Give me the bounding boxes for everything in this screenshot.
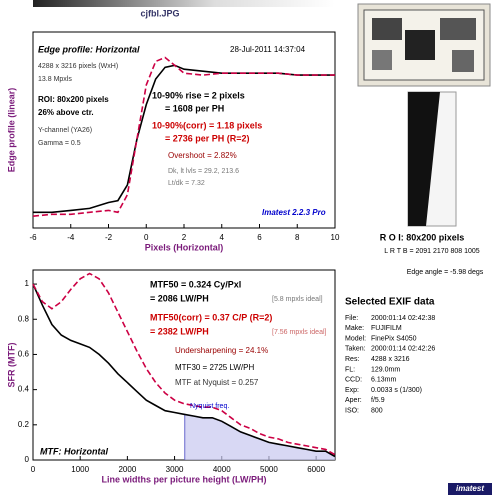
x-tick-label: 0 [144, 233, 149, 242]
x-tick-label: 1000 [71, 465, 89, 474]
x-tick-label: -2 [105, 233, 113, 242]
x-axis-label: Pixels (Horizontal) [145, 242, 224, 252]
annotation: Nyquist freq. [190, 403, 229, 410]
series-line [32, 56, 335, 217]
x-axis-label: Line widths per picture height (LW/PH) [101, 474, 266, 484]
logo-box [448, 483, 492, 495]
x-tick-label: 6 [257, 233, 262, 242]
x-tick-label: -6 [29, 233, 37, 242]
annotation: 28-Jul-2011 14:37:04 [230, 45, 306, 54]
exif-title: Selected EXIF data [345, 297, 435, 308]
plot-frame [32, 31, 336, 229]
y-axis-label: SFR (MTF) [6, 343, 16, 388]
exif-value: 2000:01:14 02:42:26 [371, 346, 435, 353]
annotation: Undersharpening = 24.1% [175, 346, 268, 355]
x-tick-label: 6000 [307, 465, 325, 474]
series-line [32, 283, 336, 458]
series-line [32, 272, 336, 456]
exif-key: File: [345, 315, 358, 322]
exif-value: 800 [371, 408, 383, 415]
title: cjfbl.JPG [140, 8, 179, 18]
annotation: = 2736 per PH (R=2) [165, 133, 250, 143]
annotation: MTF50 = 0.324 Cy/Pxl [150, 279, 241, 289]
annotation: 10-90% rise = 2 pixels [152, 90, 245, 100]
exif-value: 129.0mm [371, 366, 400, 373]
annotation: 26% above ctr. [38, 108, 94, 117]
exif-key: Res: [345, 356, 359, 363]
logo: imatest [456, 484, 484, 493]
annotation: Y-channel (YA26) [38, 127, 92, 134]
x-tick-label: 0 [31, 465, 36, 474]
exif-value: FUJIFILM [371, 325, 402, 332]
exif-key: Aper: [345, 397, 362, 404]
x-tick-label: 4000 [213, 465, 231, 474]
annotation: [5.8 mpxls ideal] [272, 296, 323, 303]
exif-value: f/5.9 [371, 397, 385, 404]
edge-crop [407, 91, 457, 227]
annotation: = 1608 per PH [165, 103, 224, 113]
annotation: Imatest 2.2.3 Pro [262, 208, 326, 217]
y-tick-label: 0 [25, 455, 30, 464]
annotation: = 2086 LW/PH [150, 293, 209, 303]
annotation: Lt/dk = 7.32 [168, 180, 205, 187]
exif-key: ISO: [345, 408, 359, 415]
x-tick-label: 2000 [118, 465, 136, 474]
exif-value: FinePix S4050 [371, 335, 417, 342]
annotation: MTF50(corr) = 0.37 C/P (R=2) [150, 312, 272, 322]
gradient-bar [33, 0, 335, 7]
annotation: MTF: Horizontal [40, 446, 108, 456]
x-tick-label: 5000 [260, 465, 278, 474]
nyquist-area [184, 414, 335, 460]
annotation: 4288 x 3216 pixels (WxH) [38, 63, 118, 70]
annotation: Dk, lt lvls = 29.2, 213.6 [168, 168, 239, 175]
annotation: ROI: 80x200 pixels [38, 95, 109, 104]
x-tick-label: 10 [331, 233, 340, 242]
roi-label: R O I: 80x200 pixels [380, 232, 465, 242]
lrtb-label: L R T B = 2091 2170 808 1005 [384, 248, 480, 255]
exif-key: Exp: [345, 387, 359, 394]
x-tick-label: 2 [182, 233, 187, 242]
y-tick-label: 0.4 [18, 385, 30, 394]
exif-value: 4288 x 3216 [371, 356, 410, 363]
edge-angle: Edge angle = -5.98 degs [407, 269, 484, 276]
annotation: 10-90%(corr) = 1.18 pixels [152, 120, 262, 130]
annotation: MTF30 = 2725 LW/PH [175, 363, 254, 372]
y-tick-label: 0.6 [18, 350, 30, 359]
plot-frame [32, 269, 336, 461]
exif-key: Make: [345, 325, 364, 332]
x-tick-label: 3000 [166, 465, 184, 474]
exif-value: 6.13mm [371, 377, 396, 384]
x-tick-label: 4 [220, 233, 225, 242]
thumbnail [357, 3, 491, 87]
y-axis-label: Edge profile (linear) [6, 88, 16, 173]
annotation: Edge profile: Horizontal [38, 44, 140, 54]
annotation: MTF at Nyquist = 0.257 [175, 378, 259, 387]
x-tick-label: -4 [67, 233, 75, 242]
y-tick-label: 0.2 [18, 420, 30, 429]
annotation: Overshoot = 2.82% [168, 151, 237, 160]
x-tick-label: 8 [295, 233, 300, 242]
y-tick-label: 0.8 [18, 314, 30, 323]
exif-key: Taken: [345, 346, 366, 353]
exif-key: Model: [345, 335, 366, 342]
annotation: 13.8 Mpxls [38, 76, 72, 83]
annotation: [7.56 mpxls ideal] [272, 329, 327, 336]
annotation: Gamma = 0.5 [38, 140, 81, 147]
exif-value: 0.0033 s (1/300) [371, 387, 422, 394]
annotation: = 2382 LW/PH [150, 326, 209, 336]
y-tick-label: 1 [25, 279, 30, 288]
exif-value: 2000:01:14 02:42:38 [371, 315, 435, 322]
exif-key: CCD: [345, 377, 362, 384]
exif-key: FL: [345, 366, 355, 373]
